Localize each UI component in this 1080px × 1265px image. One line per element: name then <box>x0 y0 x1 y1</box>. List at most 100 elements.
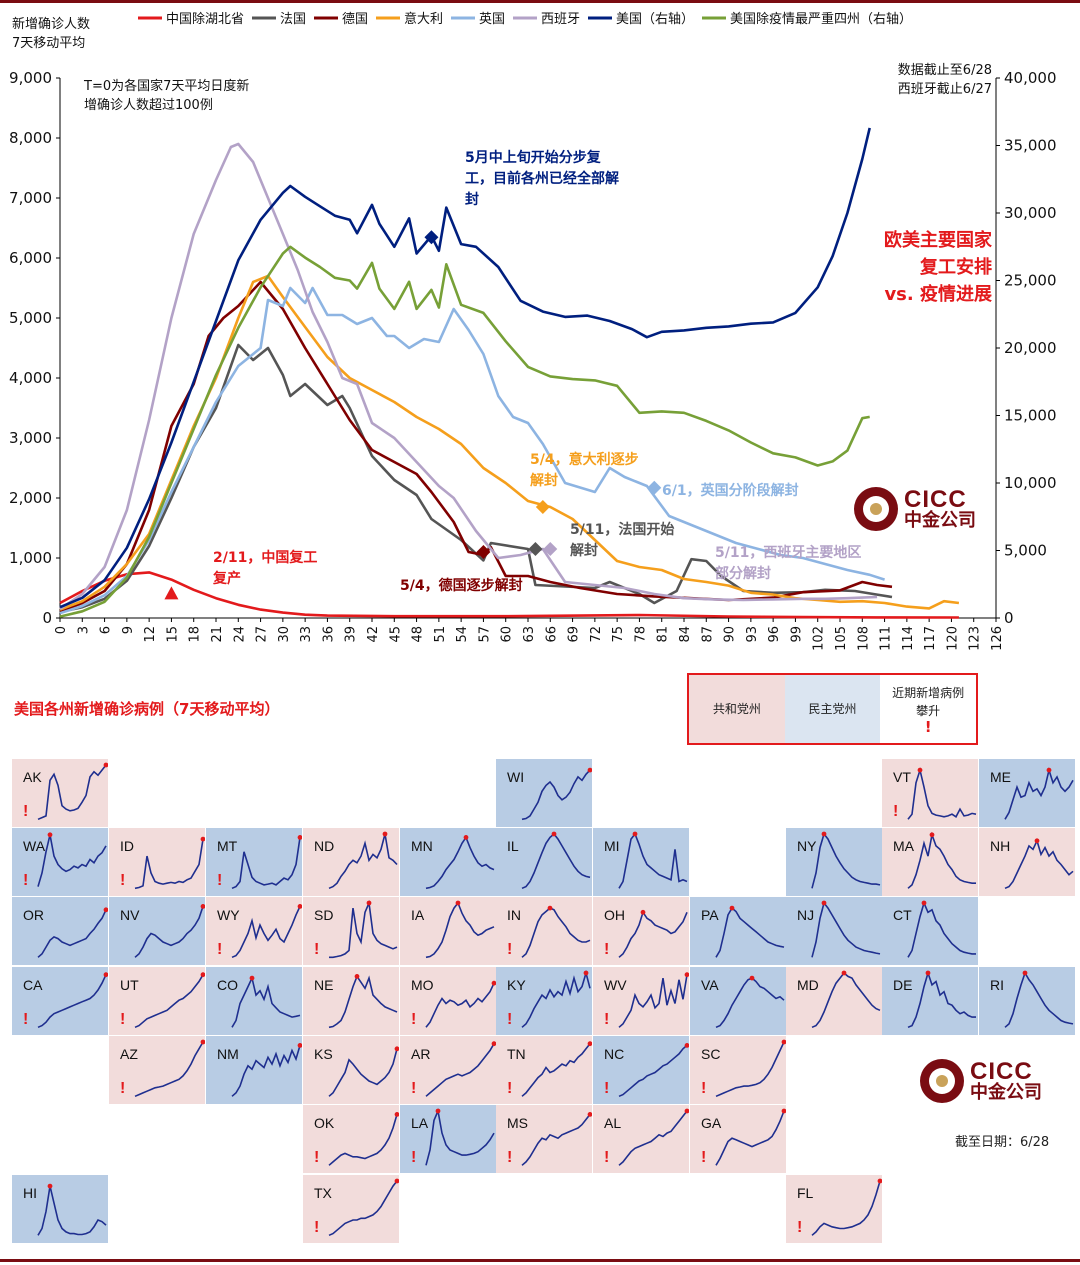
state-sparkline-line <box>811 901 881 958</box>
state-tile-az: AZ! <box>109 1036 205 1104</box>
state-peak-dot <box>632 831 638 837</box>
x-tick-label: 126 <box>990 626 1005 651</box>
state-peak-dot <box>1034 838 1040 844</box>
state-sparkline <box>1004 767 1074 820</box>
state-peak-dot <box>684 972 689 978</box>
state-abbr: PA <box>701 907 719 923</box>
legend-republican: 共和党州 <box>689 675 785 743</box>
state-abbr: CT <box>893 907 912 923</box>
state-tile-ca: CA! <box>12 967 108 1035</box>
y-tick-label-left: 1,000 <box>9 549 52 567</box>
state-peak-dot <box>929 832 935 838</box>
state-rising-mark: ! <box>120 1011 126 1028</box>
state-sparkline-line <box>37 974 107 1029</box>
state-peak-dot <box>821 831 827 837</box>
state-tile-de: DE <box>882 967 978 1035</box>
state-peak-dot <box>684 1108 689 1114</box>
state-sparkline-line <box>328 974 398 1029</box>
state-sparkline-line <box>134 906 204 958</box>
state-sparkline-line <box>715 906 785 958</box>
x-tick-label: 51 <box>433 626 448 643</box>
event-label: 6/1，英国分阶段解封 <box>662 482 799 499</box>
state-tile-me: ME <box>979 759 1075 827</box>
state-tile-nd: ND <box>303 828 399 896</box>
state-peak-dot <box>587 767 592 773</box>
state-sparkline <box>521 1041 592 1097</box>
state-sparkline-line <box>231 975 301 1028</box>
state-peak-dot <box>551 831 557 837</box>
state-tile-nh: NH <box>979 828 1075 896</box>
state-tile-id: ID! <box>109 828 205 896</box>
state-sparkline-line <box>715 1110 785 1166</box>
legend-label: 中国除湖北省 <box>166 12 244 27</box>
state-sparkline-line <box>1004 838 1074 890</box>
state-sparkline-line <box>134 974 204 1029</box>
state-sparkline-line <box>134 1041 204 1098</box>
state-abbr: GA <box>701 1115 722 1131</box>
y-tick-label-left: 7,000 <box>9 189 52 207</box>
state-abbr: ND <box>314 838 335 854</box>
state-peak-dot <box>103 907 108 913</box>
state-sparkline <box>1004 838 1074 890</box>
state-peak-dot <box>394 1046 399 1052</box>
state-peak-dot <box>729 905 735 911</box>
state-sparkline-line <box>425 835 495 890</box>
y-tick-label-right: 40,000 <box>1004 69 1057 87</box>
state-rising-mark: ! <box>23 803 29 820</box>
state-rising-mark: ! <box>23 1011 29 1028</box>
state-abbr: IA <box>411 907 425 923</box>
x-tick-label: 39 <box>344 626 359 643</box>
state-sparkline-line <box>907 970 976 1029</box>
state-rising-mark: ! <box>604 1080 610 1097</box>
cicc-logo-mark <box>854 487 898 532</box>
state-tile-al: AL! <box>593 1105 689 1173</box>
state-sparkline <box>907 767 977 820</box>
state-rising-mark: ! <box>507 941 513 958</box>
state-rising-mark: ! <box>507 1011 513 1028</box>
state-sparkline <box>521 831 591 890</box>
state-sparkline-line <box>618 974 688 1028</box>
state-peak-dot <box>917 767 923 773</box>
state-sparkline <box>37 972 108 1029</box>
state-sparkline <box>907 831 976 889</box>
series-line <box>59 142 878 611</box>
state-sparkline <box>715 975 785 1029</box>
x-tick-label: 54 <box>455 626 470 643</box>
x-tick-label: 30 <box>277 626 292 643</box>
state-sparkline-line <box>907 900 976 958</box>
state-sparkline-line <box>425 1108 495 1166</box>
state-peak-dot <box>394 1178 399 1184</box>
state-rising-mark: ! <box>411 1080 417 1097</box>
state-sparkline-line <box>618 910 688 958</box>
y-tick-label-left: 2,000 <box>9 489 52 507</box>
x-tick-label: 36 <box>321 626 336 643</box>
y-tick-label-right: 15,000 <box>1004 407 1057 425</box>
x-tick-label: 66 <box>544 626 559 643</box>
state-rising-mark: ! <box>604 1149 610 1166</box>
state-peak-dot <box>103 762 108 768</box>
state-sparkline <box>37 832 107 887</box>
state-sparkline <box>328 831 398 890</box>
cicc-logo-en: CICC <box>904 486 967 513</box>
state-abbr: MN <box>411 838 433 854</box>
state-peak-dot <box>366 900 372 906</box>
x-tick-label: 108 <box>856 626 871 651</box>
x-tick-label: 72 <box>589 626 604 643</box>
state-abbr: AZ <box>120 1046 138 1062</box>
state-tile-tx: TX! <box>303 1175 399 1243</box>
state-sparkline-line <box>521 1113 591 1166</box>
y-tick-label-right: 10,000 <box>1004 474 1057 492</box>
state-abbr: HI <box>23 1185 37 1201</box>
state-sparkline-line <box>811 971 881 1029</box>
state-abbr: NC <box>604 1046 625 1062</box>
event-marker <box>647 480 662 495</box>
state-sparkline <box>425 1041 496 1097</box>
state-rising-mark: ! <box>507 1149 513 1166</box>
legend-rising-mark: ! <box>924 717 932 736</box>
x-tick-label: 27 <box>255 626 270 643</box>
state-tile-ms: MS! <box>496 1105 592 1173</box>
y-tick-label-right: 20,000 <box>1004 339 1057 357</box>
state-rising-mark: ! <box>217 941 223 958</box>
state-sparkline <box>328 1112 399 1166</box>
state-tile-ny: NY <box>786 828 882 896</box>
